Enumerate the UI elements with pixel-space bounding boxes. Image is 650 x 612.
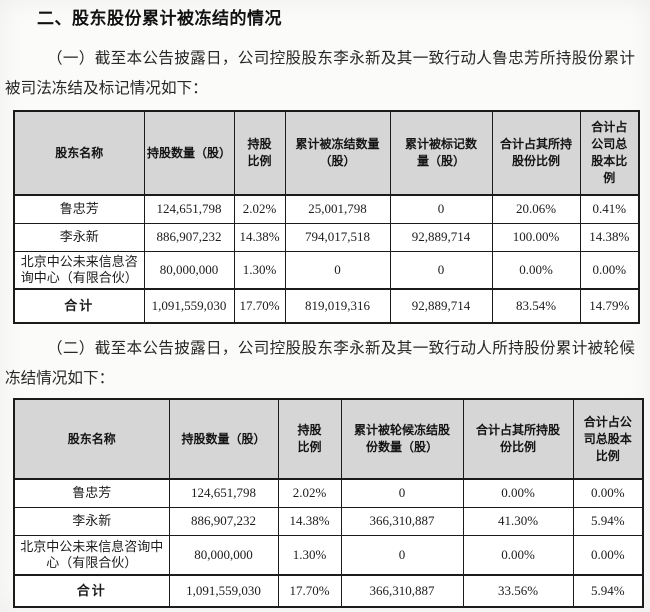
- column-header: 持股比例: [233, 110, 286, 196]
- table-cell: 92,889,714: [389, 222, 493, 252]
- table-cell: 5.94%: [572, 574, 644, 608]
- table-row: 李永新 886,907,232 14.38% 366,310,887 41.30…: [13, 506, 644, 536]
- table-row: 北京中公未来信息咨询中心（有限合伙） 80,000,000 1.30% 0 0 …: [13, 250, 640, 290]
- table-cell: 北京中公未来信息咨询中心（有限合伙）: [13, 534, 170, 576]
- table-cell: 2.02%: [233, 194, 286, 224]
- table-cell: 33.56%: [462, 574, 574, 608]
- table-cell: 0.41%: [579, 194, 640, 224]
- table-cell: 17.70%: [277, 574, 342, 608]
- table-cell: 25,001,798: [284, 194, 391, 224]
- table-cell: 李永新: [13, 506, 170, 536]
- table-cell: 366,310,887: [340, 506, 464, 536]
- table-cell: 1,091,559,030: [168, 574, 279, 608]
- table-row: 鲁忠芳 124,651,798 2.02% 25,001,798 0 20.06…: [13, 194, 640, 224]
- section-title: 二、股东股份累计被冻结的情况: [37, 9, 282, 28]
- table-cell: 北京中公未来信息咨询中心（有限合伙）: [13, 250, 145, 290]
- table-cell: 鲁忠芳: [13, 478, 170, 508]
- waiting-freeze-table: 股东名称 持股数量（股） 持股比例 累计被轮候冻结股份数量（股） 合计占其所持股…: [13, 398, 644, 608]
- column-header: 合计占公司总股本比例: [579, 110, 640, 196]
- judicial-freeze-table: 股东名称 持股数量（股） 持股比例 累计被冻结数量（股） 累计被标记数量（股） …: [13, 110, 640, 324]
- table-cell: 366,310,887: [340, 574, 464, 608]
- total-row: 合计 1,091,559,030 17.70% 819,019,316 92,8…: [13, 288, 640, 324]
- column-header: 累计被标记数量（股）: [389, 110, 493, 196]
- table-cell: 0.00%: [572, 534, 644, 576]
- table-cell: 14.38%: [579, 222, 640, 252]
- table-cell: 124,651,798: [168, 478, 279, 508]
- table-cell: 合计: [13, 574, 170, 608]
- table-row: 李永新 886,907,232 14.38% 794,017,518 92,88…: [13, 222, 640, 252]
- column-header: 持股数量（股）: [143, 110, 235, 196]
- table-cell: 0: [389, 250, 493, 290]
- column-header: 股东名称: [13, 110, 145, 196]
- table-cell: 合计: [13, 288, 145, 324]
- table-cell: 80,000,000: [143, 250, 235, 290]
- table-cell: 2.02%: [277, 478, 342, 508]
- table-cell: 0.00%: [491, 250, 581, 290]
- section1-intro: （一）截至本公告披露日，公司控股股东李永新及其一致行动人鲁忠芳所持股份累计被司法…: [5, 50, 635, 97]
- table-cell: 5.94%: [572, 506, 644, 536]
- table-cell: 819,019,316: [284, 288, 391, 324]
- column-header: 合计占其所持股份比例: [462, 398, 574, 480]
- section2-intro: （二）截至本公告披露日，公司控股股东李永新及其一致行动人所持股份累计被轮候冻结情…: [5, 340, 635, 387]
- table-cell: 14.38%: [233, 222, 286, 252]
- table-cell: 100.00%: [491, 222, 581, 252]
- table-cell: 1.30%: [277, 534, 342, 576]
- table-cell: 0: [284, 250, 391, 290]
- column-header: 累计被轮候冻结股份数量（股）: [340, 398, 464, 480]
- table-row: 北京中公未来信息咨询中心（有限合伙） 80,000,000 1.30% 0 0.…: [13, 534, 644, 576]
- table-cell: 20.06%: [491, 194, 581, 224]
- table-cell: 0.00%: [462, 478, 574, 508]
- table-cell: 0: [389, 194, 493, 224]
- table-cell: 鲁忠芳: [13, 194, 145, 224]
- total-row: 合计 1,091,559,030 17.70% 366,310,887 33.5…: [13, 574, 644, 608]
- table-cell: 14.79%: [579, 288, 640, 324]
- column-header: 合计占公司总股本比例: [572, 398, 644, 480]
- column-header: 持股数量（股）: [168, 398, 279, 480]
- column-header: 股东名称: [13, 398, 170, 480]
- table-header-row: 股东名称 持股数量（股） 持股比例 累计被轮候冻结股份数量（股） 合计占其所持股…: [13, 398, 644, 480]
- table-header-row: 股东名称 持股数量（股） 持股比例 累计被冻结数量（股） 累计被标记数量（股） …: [13, 110, 640, 196]
- table-cell: 41.30%: [462, 506, 574, 536]
- table-row: 鲁忠芳 124,651,798 2.02% 0 0.00% 0.00%: [13, 478, 644, 508]
- table-cell: 李永新: [13, 222, 145, 252]
- table-cell: 794,017,518: [284, 222, 391, 252]
- table-cell: 92,889,714: [389, 288, 493, 324]
- table-cell: 0: [340, 478, 464, 508]
- table-cell: 0.00%: [579, 250, 640, 290]
- table-cell: 1,091,559,030: [143, 288, 235, 324]
- table-cell: 80,000,000: [168, 534, 279, 576]
- column-header: 持股比例: [277, 398, 342, 480]
- table-cell: 0: [340, 534, 464, 576]
- table-cell: 1.30%: [233, 250, 286, 290]
- table-cell: 886,907,232: [168, 506, 279, 536]
- table-cell: 886,907,232: [143, 222, 235, 252]
- table-cell: 17.70%: [233, 288, 286, 324]
- table-cell: 0.00%: [572, 478, 644, 508]
- table-cell: 14.38%: [277, 506, 342, 536]
- table-cell: 124,651,798: [143, 194, 235, 224]
- table-cell: 83.54%: [491, 288, 581, 324]
- table-cell: 0.00%: [462, 534, 574, 576]
- column-header: 合计占其所持股份比例: [491, 110, 581, 196]
- column-header: 累计被冻结数量（股）: [284, 110, 391, 196]
